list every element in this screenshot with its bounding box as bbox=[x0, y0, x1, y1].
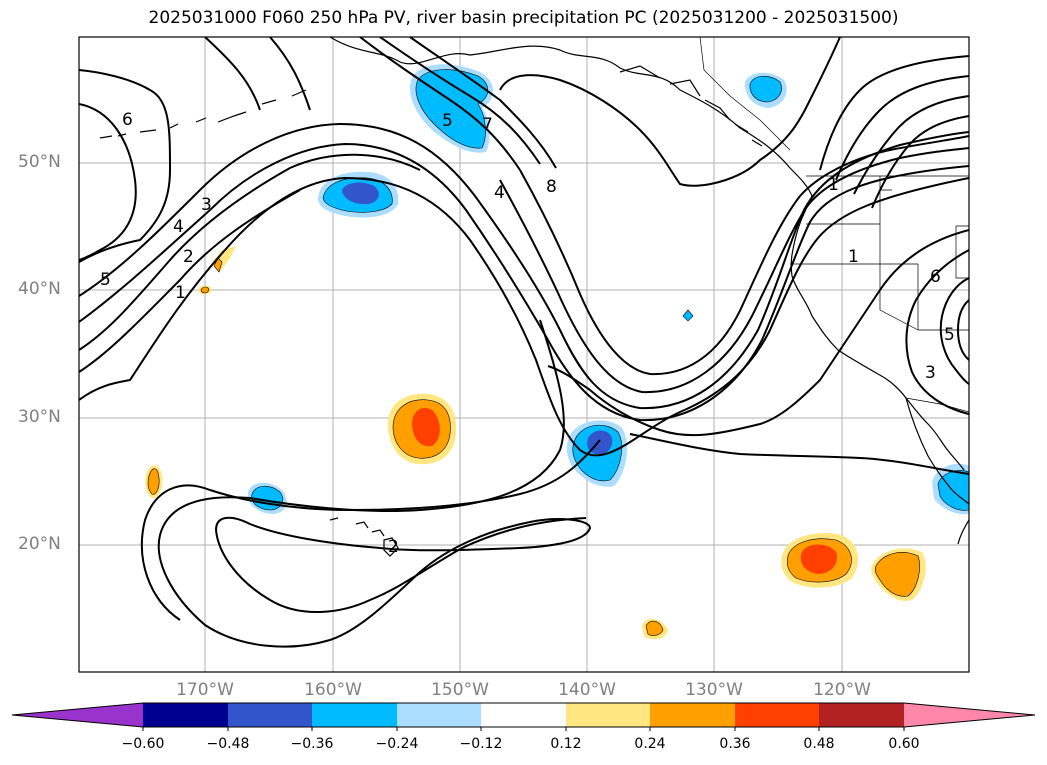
map-title: 2025031000 F060 250 hPa PV, river basin … bbox=[148, 8, 899, 28]
shade-pos-blob bbox=[645, 620, 664, 636]
hawaii-islands bbox=[329, 517, 399, 557]
colorbar-label: 0.12 bbox=[550, 736, 582, 752]
contour-3 bbox=[79, 176, 969, 457]
lat-label-20n: 20°N bbox=[18, 534, 61, 554]
shade-pos-blob bbox=[200, 286, 210, 294]
lon-label-160w: 160°W bbox=[304, 680, 362, 700]
colorbar-segment bbox=[735, 703, 819, 727]
colorbar-label: 0.60 bbox=[888, 736, 920, 752]
colorbar-label: 0.24 bbox=[634, 736, 666, 752]
contour-2 bbox=[79, 142, 969, 422]
colorbar-segment bbox=[481, 703, 566, 727]
alaska-islands bbox=[619, 65, 763, 147]
colorbar-label: −0.60 bbox=[121, 736, 165, 752]
lon-label-120w: 120°W bbox=[813, 680, 871, 700]
colorbar-segment bbox=[228, 703, 312, 727]
aleutian-islands bbox=[99, 89, 307, 139]
plot-frame bbox=[78, 36, 970, 673]
contour-label: 6 bbox=[122, 110, 133, 130]
contour-label: 5 bbox=[442, 111, 453, 131]
contour-label: 7 bbox=[482, 115, 493, 135]
shade-neg-blob bbox=[937, 470, 969, 511]
shade-pos-blob bbox=[800, 544, 838, 574]
contour-16 bbox=[956, 299, 969, 361]
contour-7 bbox=[79, 103, 137, 261]
contour-12 bbox=[835, 75, 969, 209]
contour-14 bbox=[629, 249, 969, 475]
contour-17 bbox=[157, 319, 592, 648]
contour-label: 1 bbox=[828, 175, 839, 195]
shade-pos-blob bbox=[147, 468, 160, 495]
colorbar-segment bbox=[312, 703, 397, 727]
contour-label: 1 bbox=[848, 247, 859, 267]
colorbar-segment bbox=[650, 703, 735, 727]
colorbar-label: 0.48 bbox=[803, 736, 835, 752]
alaska-canada-border bbox=[699, 37, 791, 151]
contour-label: 8 bbox=[546, 177, 557, 197]
shade-neg-blob bbox=[682, 309, 694, 322]
lat-label-50n: 50°N bbox=[18, 152, 61, 172]
colorbar-label: −0.24 bbox=[375, 736, 419, 752]
contour-9 bbox=[359, 37, 557, 171]
colorbar-segment bbox=[566, 703, 650, 727]
pv-contours bbox=[79, 37, 969, 648]
lon-label-170w: 170°W bbox=[176, 680, 234, 700]
contour-label: 5 bbox=[100, 270, 111, 290]
colorbar-segment bbox=[819, 703, 904, 727]
shade-neg-blob bbox=[342, 182, 379, 205]
contour-1 bbox=[79, 122, 969, 410]
baja-coast bbox=[905, 397, 969, 505]
contour-label: 2 bbox=[183, 247, 194, 267]
contour-labels: 6 5 4 3 2 1 5 7 4 8 1 1 6 5 3 2 bbox=[100, 110, 955, 557]
contour-13 bbox=[547, 229, 969, 437]
contour-label: 1 bbox=[175, 283, 186, 303]
lon-label-150w: 150°W bbox=[431, 680, 489, 700]
bc-coast bbox=[790, 195, 813, 317]
contour-8 bbox=[204, 37, 311, 111]
lat-label-40n: 40°N bbox=[18, 279, 61, 299]
colorbar-label: 0.36 bbox=[719, 736, 751, 752]
colorbar bbox=[11, 702, 1036, 731]
colorbar-label: −0.36 bbox=[290, 736, 334, 752]
colorbar-label: −0.48 bbox=[206, 736, 250, 752]
contour-label: 5 bbox=[944, 325, 955, 345]
contour-label: 2 bbox=[388, 537, 399, 557]
shade-neg-blob bbox=[749, 75, 782, 103]
contour-15 bbox=[939, 277, 969, 385]
us-mexico-border bbox=[905, 397, 969, 413]
contour-10 bbox=[499, 37, 841, 187]
contour-18 bbox=[140, 439, 601, 621]
shade-pos-blob bbox=[412, 407, 440, 447]
contour-label: 4 bbox=[494, 183, 505, 203]
colorbar-extend-right bbox=[904, 703, 1035, 727]
lon-label-130w: 130°W bbox=[685, 680, 743, 700]
colorbar-segment bbox=[143, 703, 228, 727]
gridlines bbox=[79, 37, 969, 672]
contour-label: 3 bbox=[201, 195, 212, 215]
contour-label: 3 bbox=[925, 363, 936, 383]
contour-label: 6 bbox=[930, 267, 941, 287]
shade-pos-blob bbox=[874, 552, 920, 597]
colorbar-label: −0.12 bbox=[459, 736, 503, 752]
contour-11 bbox=[819, 55, 969, 171]
colorbar-extend-left bbox=[12, 703, 143, 727]
lat-label-30n: 30°N bbox=[18, 407, 61, 427]
contour-6 bbox=[79, 69, 172, 263]
contour-label: 4 bbox=[173, 217, 184, 237]
mexico-coast bbox=[957, 519, 969, 545]
colorbar-segment bbox=[397, 703, 481, 727]
lon-label-140w: 140°W bbox=[558, 680, 616, 700]
contour-4 bbox=[79, 147, 969, 394]
